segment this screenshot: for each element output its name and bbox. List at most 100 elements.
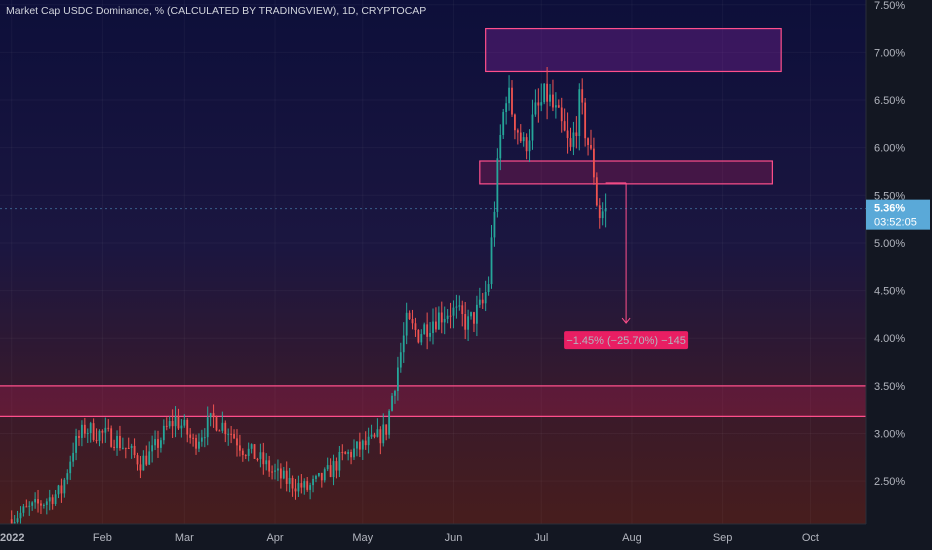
time-tick-label: 2022 [0,532,24,544]
candle-body [136,455,139,465]
candle-body [429,333,431,337]
candle-body [435,321,437,330]
zone-supply-zone-top[interactable] [485,27,782,73]
candle-body [499,134,502,159]
candle-body [259,452,262,459]
candle-body [508,87,510,104]
candle-body [405,312,408,336]
candle-body [376,429,379,437]
candle-body [487,284,490,292]
candle-body [505,103,508,113]
candle-body [347,451,350,454]
candle-body [262,452,265,465]
candle-body [195,438,197,449]
candle-body [294,488,297,492]
candle-body [554,105,557,108]
candle-body [200,437,203,442]
candle-body [326,465,329,470]
candle-body [107,427,110,429]
time-tick-label: Jun [445,532,463,544]
candle-body [54,494,57,504]
time-axis[interactable]: 2022 Feb Mar Apr May Jun Jul Aug Sep Oct [0,532,819,544]
candle-body [598,205,601,219]
candle-body [60,485,63,494]
candle-body [516,130,519,133]
candle-body [578,89,581,136]
candle-body [563,121,566,131]
candle-body [490,237,493,285]
price-axis[interactable]: 2.50% 3.00% 3.50% 4.00% 4.50% 5.00% 5.50% 6.00%… [874,0,905,488]
candles-layer [10,67,607,533]
zone-zone-middle[interactable] [479,160,773,185]
candle-body [218,430,221,432]
candle-body [467,316,470,330]
zones-layer [0,27,866,417]
time-tick-label: Aug [622,532,642,544]
candle-body [95,439,98,441]
candle-body [42,504,45,506]
candle-body [40,503,42,506]
candle-body [89,423,92,434]
measure-tool[interactable]: −1.45% (−25.70%) −145 [564,182,689,350]
candle-body [241,450,244,456]
candle-body [186,419,189,435]
candle-body [481,299,484,304]
candle-body [288,477,291,484]
candle-body [534,102,537,115]
candle-body [601,211,604,219]
candle-body [160,440,162,448]
candle-body [148,451,151,465]
candle-body [124,447,127,449]
candle-body [470,312,472,317]
candle-body [356,441,358,449]
candle-body [233,434,235,439]
candle-body [198,441,200,449]
candle-body [192,437,195,439]
time-tick-label: Oct [802,532,819,544]
candle-body [426,324,429,337]
candle-body [221,422,224,431]
candle-body [519,132,522,142]
candle-body [116,435,118,448]
candle-body [312,478,314,486]
time-axis-bg[interactable] [0,524,932,550]
candle-body [522,137,525,142]
candle-body [464,314,467,330]
candle-body [183,419,186,426]
candle-body [209,413,212,418]
candle-body [411,319,414,324]
price-tick-label: 7.00% [874,47,905,59]
candle-body [10,519,13,528]
candle-body [309,485,312,490]
candle-body [274,470,276,472]
candle-body [66,473,69,480]
candle-body [461,305,464,315]
candle-body [581,89,584,103]
candle-body [154,439,156,446]
candle-body [317,472,320,476]
candle-body [253,444,256,459]
candle-body [446,315,449,319]
candle-body [484,291,487,304]
candle-body [247,448,250,456]
candle-body [590,145,592,149]
candle-body [549,94,551,102]
candle-body [417,330,420,343]
price-axis-bg[interactable] [866,0,932,550]
candle-body [587,138,589,146]
price-tick-label: 2.50% [874,476,905,488]
candle-body [133,445,136,456]
candle-body [402,335,405,353]
zone-demand-zone-bottom[interactable] [0,385,866,417]
candle-body [113,446,116,448]
time-tick-label: Mar [175,532,194,544]
candle-body [537,102,540,106]
current-price-value: 5.36% [874,203,905,215]
candle-body [98,430,101,441]
candle-body [396,367,399,392]
candle-body [332,461,335,478]
candle-body [151,445,154,452]
candle-body [543,83,546,103]
